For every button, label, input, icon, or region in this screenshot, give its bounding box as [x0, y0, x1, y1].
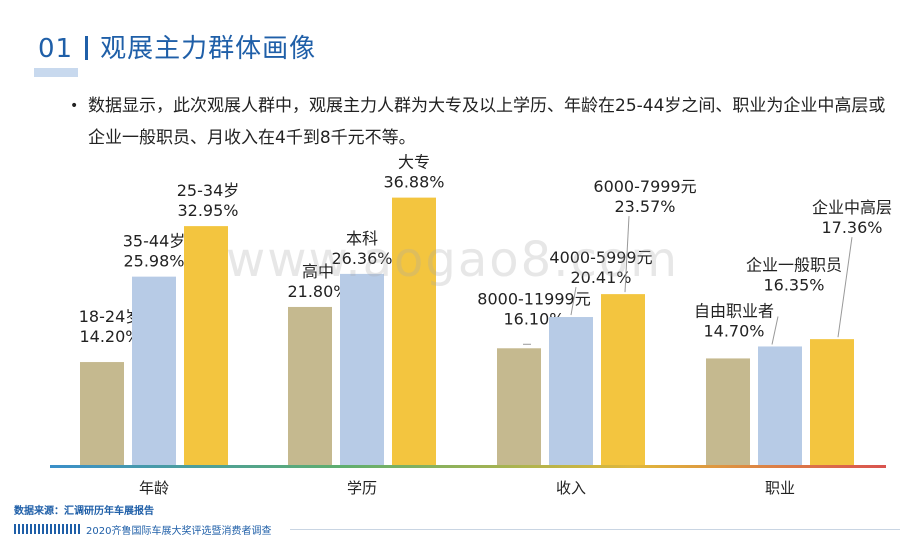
bar-3-0: [706, 358, 750, 465]
data-source: 数据来源：汇调研历年车展报告: [14, 506, 154, 517]
bar-label-1-2: 大专: [398, 153, 430, 172]
bar-label-0-0: 18-24岁: [79, 307, 142, 326]
bar-value-0-1: 25.98%: [123, 252, 184, 271]
bar-2-0: [497, 348, 541, 465]
bar-0-0: [80, 362, 124, 465]
bullet-dot: •: [70, 98, 79, 114]
leader-line-2-1: [570, 286, 577, 316]
bar-2-1: [549, 317, 593, 465]
section-title: 观展主力群体画像: [100, 34, 317, 64]
bar-label-1-0: 高中: [302, 262, 334, 281]
bar-value-1-1: 26.36%: [331, 249, 392, 268]
summary-text: • 数据显示，此次观展人群中，观展主力人群为大专及以上学历、年龄在25-44岁之…: [70, 90, 888, 154]
bar-1-0: [288, 306, 332, 465]
bar-3-1: [758, 346, 802, 465]
bar-1-2: [392, 197, 436, 465]
bar-label-3-1: 企业一般职员: [746, 255, 842, 274]
category-label-1: 学历: [347, 479, 377, 497]
title-separator: [85, 36, 89, 60]
bar-label-0-2: 25-34岁: [177, 181, 240, 200]
leader-line-3-2: [837, 237, 853, 338]
bar-label-1-1: 本科: [346, 229, 378, 248]
bar-value-2-2: 23.57%: [614, 197, 675, 216]
bar-label-0-1: 35-44岁: [123, 232, 186, 251]
bar-value-3-2: 17.36%: [821, 218, 882, 237]
bar-1-1: [340, 273, 384, 465]
bar-value-1-2: 36.88%: [383, 173, 444, 192]
footer-line: [290, 529, 900, 530]
page-title: 01 观展主力群体画像: [38, 28, 316, 65]
x-axis-baseline: [50, 465, 886, 468]
bar-2-2: [601, 294, 645, 465]
bar-0-2: [184, 226, 228, 465]
bar-0-1: [132, 276, 176, 465]
bar-value-3-1: 16.35%: [763, 275, 824, 294]
category-label-2: 收入: [556, 479, 586, 497]
bar-value-1-0: 21.80%: [287, 282, 348, 301]
bar-label-2-0: 8000-11999元: [477, 289, 590, 308]
bar-label-3-2: 企业中高层: [812, 198, 892, 217]
summary-body: 数据显示，此次观展人群中，观展主力人群为大专及以上学历、年龄在25-44岁之间、…: [88, 96, 886, 148]
bar-value-0-2: 32.95%: [177, 201, 238, 220]
footer-text: 2020齐鲁国际车展大奖评选暨消费者调查: [86, 526, 272, 537]
leader-line-2-2: [624, 216, 630, 293]
title-underline: [34, 68, 78, 77]
bar-value-3-0: 14.70%: [703, 321, 764, 340]
category-label-3: 职业: [765, 479, 795, 497]
bar-value-2-1: 20.41%: [570, 268, 631, 287]
watermark: www.aogao8.com: [226, 232, 679, 288]
bar-label-3-0: 自由职业者: [694, 301, 774, 320]
bar-label-2-2: 6000-7999元: [593, 177, 696, 196]
category-label-0: 年龄: [139, 479, 169, 497]
bar-3-2: [810, 339, 854, 465]
bar-value-0-0: 14.20%: [79, 327, 140, 346]
leader-line-3-1: [771, 316, 779, 345]
footer-stripes: [14, 524, 80, 534]
section-number: 01: [38, 34, 74, 64]
